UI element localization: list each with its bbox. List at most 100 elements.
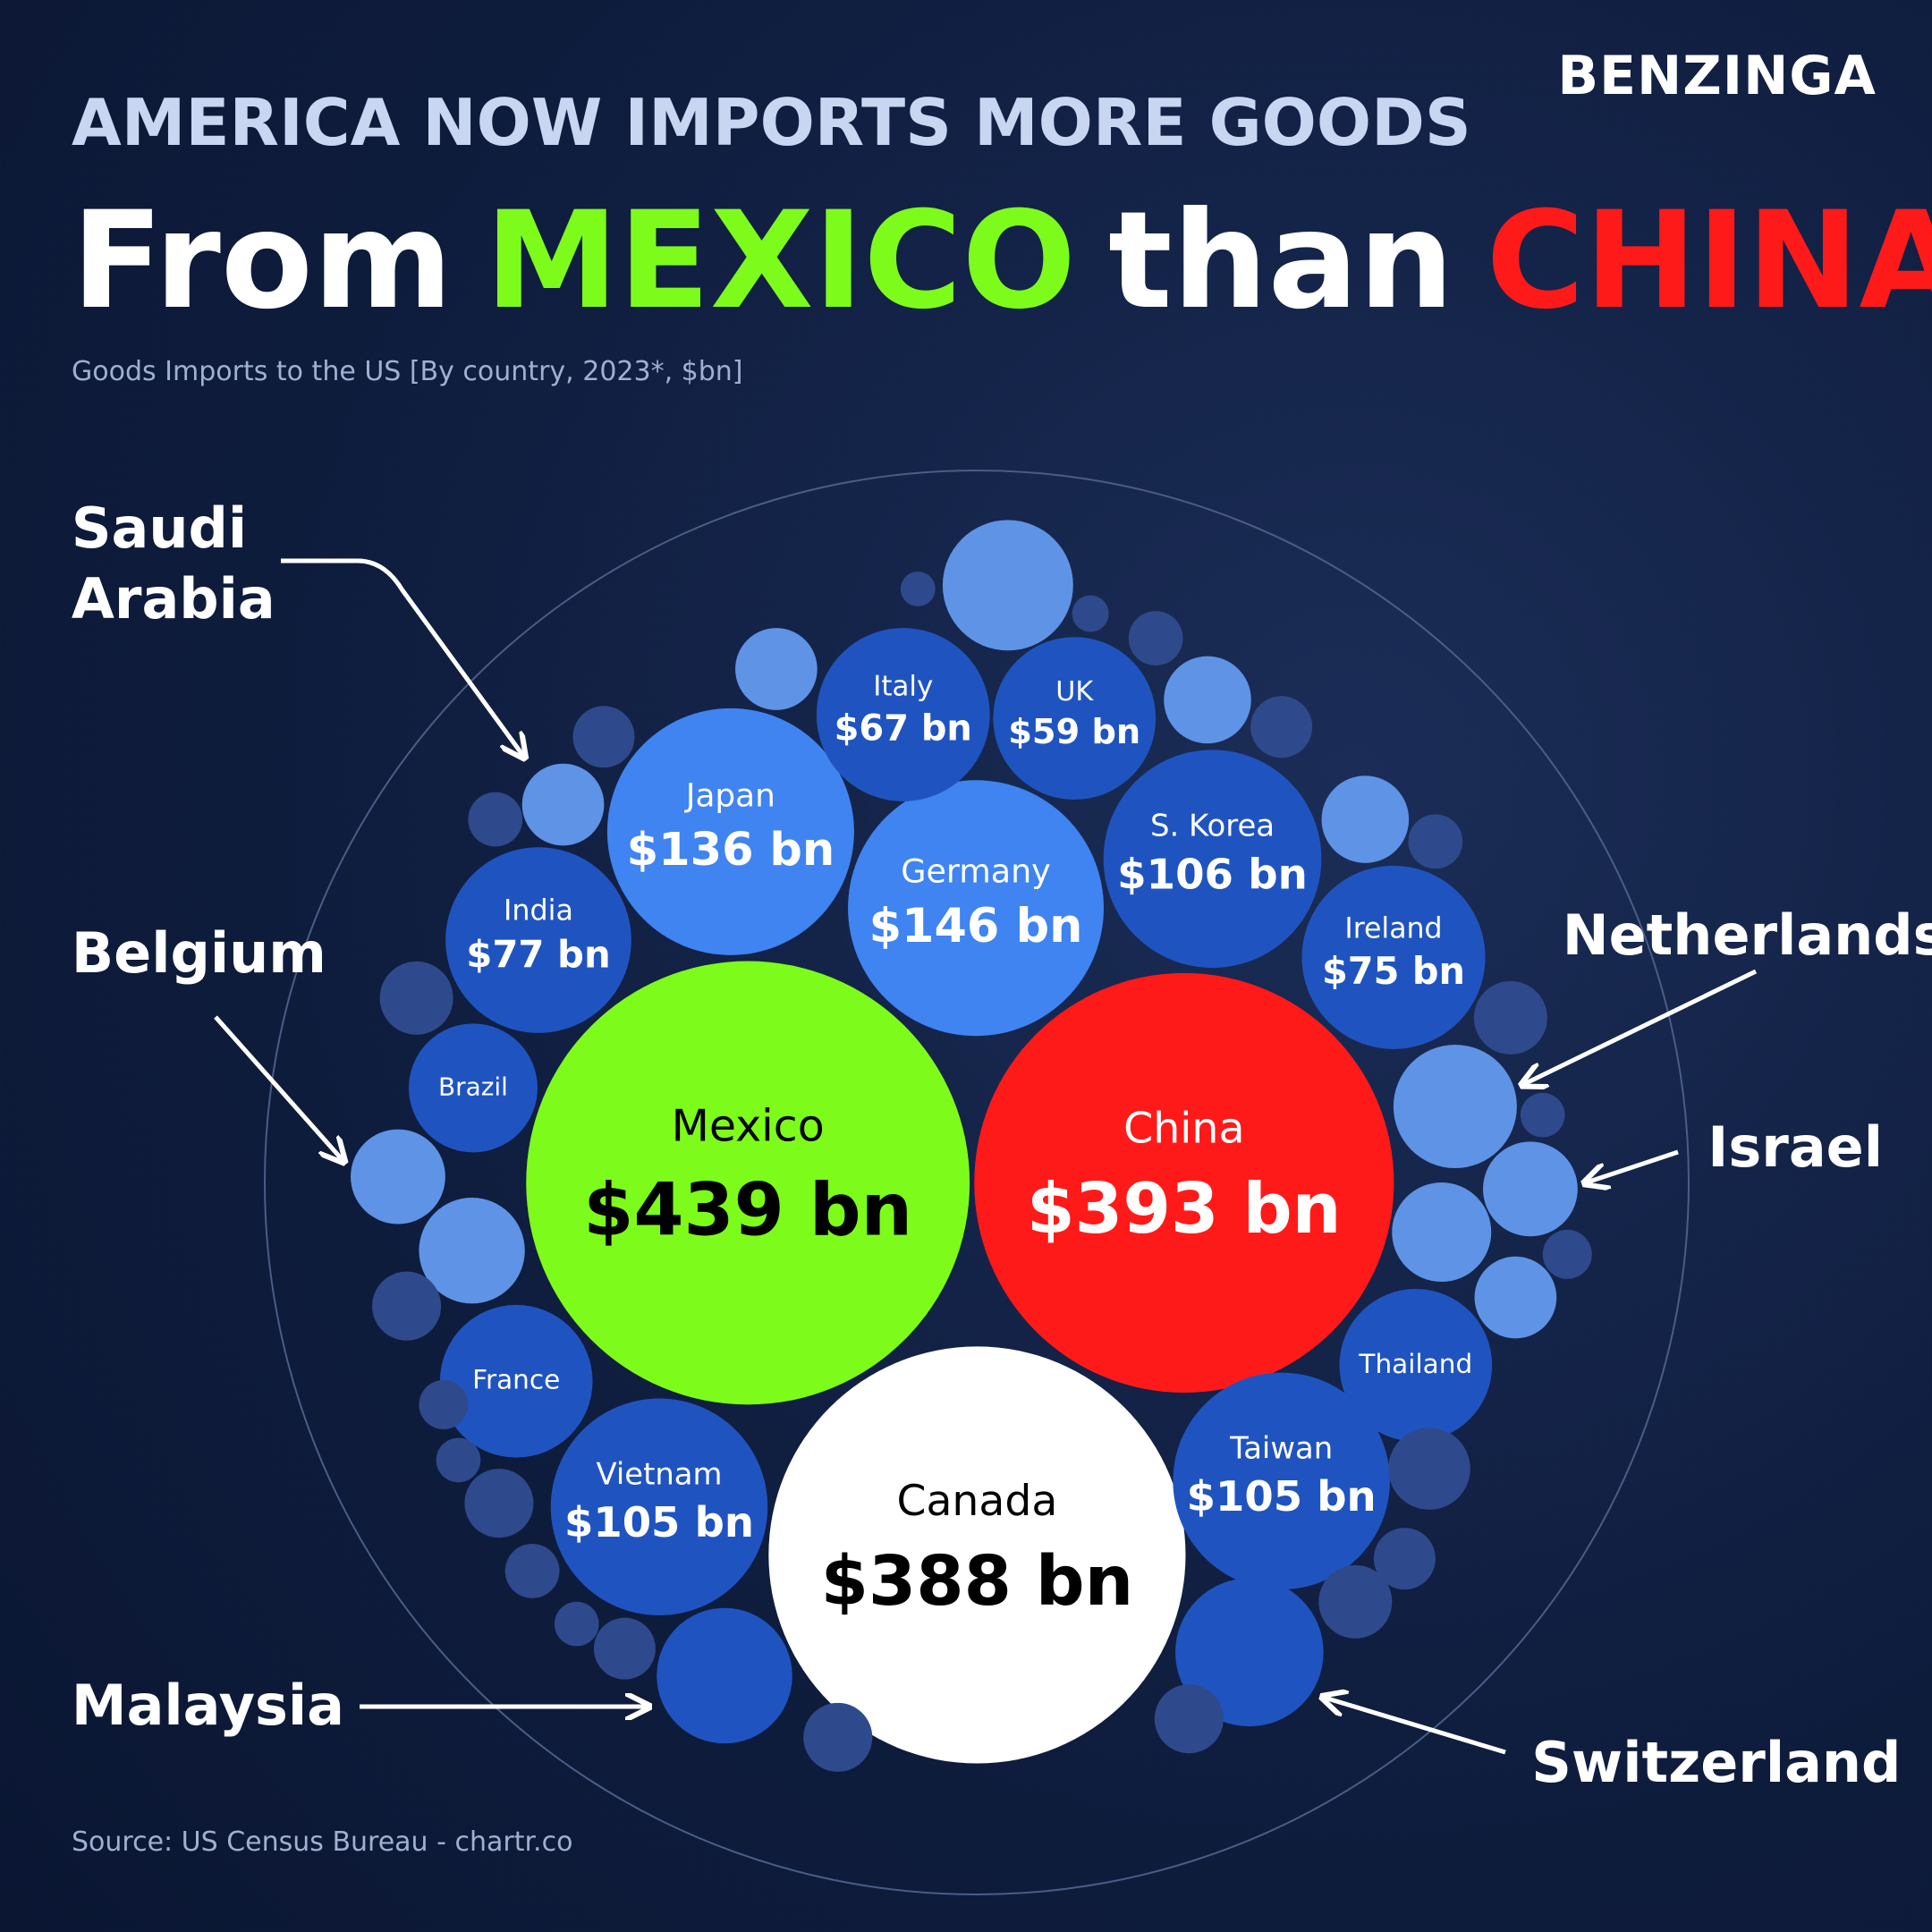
value-label: $59 bn xyxy=(1008,712,1140,752)
bubble xyxy=(1154,1684,1224,1754)
bubble-name: Taiwan xyxy=(1229,1430,1333,1465)
bubble xyxy=(1392,1182,1492,1283)
bubble xyxy=(464,1469,534,1538)
bubble xyxy=(1542,1229,1592,1279)
bubble xyxy=(803,1702,873,1772)
headline-part: From xyxy=(72,183,453,339)
bubble xyxy=(550,1398,768,1615)
bubble xyxy=(1250,696,1313,758)
value-label: $77 bn xyxy=(466,932,610,976)
callout-label: Switzerland xyxy=(1531,1730,1902,1796)
bubble xyxy=(1318,1564,1393,1639)
value-label: $75 bn xyxy=(1322,950,1465,993)
bubble xyxy=(768,1346,1186,1764)
value-label: $105 bn xyxy=(564,1498,754,1546)
arrow xyxy=(1587,1149,1679,1182)
value-label: $106 bn xyxy=(1117,852,1308,900)
bubble xyxy=(848,780,1105,1037)
bubble xyxy=(1473,980,1547,1055)
bubble-name: UK xyxy=(1055,676,1094,708)
value-label: $388 bn xyxy=(821,1542,1134,1622)
bubble xyxy=(526,961,970,1405)
bubble-name: Canada xyxy=(896,1477,1057,1526)
headline-part: than xyxy=(1108,183,1454,339)
bubble xyxy=(606,708,854,955)
bubble-name: Italy xyxy=(873,671,933,703)
bubble xyxy=(942,520,1073,651)
headline-part: MEXICO xyxy=(485,183,1076,339)
bubble xyxy=(468,792,523,847)
bubble-name: Mexico xyxy=(672,1099,825,1151)
bubble xyxy=(572,706,635,768)
bubble xyxy=(1520,1092,1565,1138)
bubble xyxy=(993,637,1157,801)
bubble xyxy=(439,1304,593,1458)
bubble xyxy=(1321,775,1410,863)
arrow xyxy=(281,558,523,756)
bubble-name: China xyxy=(1123,1105,1244,1154)
bubble-name: S. Korea xyxy=(1150,809,1275,843)
bubble-name: India xyxy=(504,895,573,928)
callout-label: Malaysia xyxy=(71,1672,345,1738)
value-label: $146 bn xyxy=(869,899,1083,953)
bubble xyxy=(1408,814,1463,869)
bubble xyxy=(1103,750,1322,968)
headline-part: CHINA xyxy=(1486,183,1932,339)
bubble xyxy=(445,847,631,1033)
bubble xyxy=(735,628,818,710)
bubble xyxy=(419,1198,525,1304)
bubble-name: Germany xyxy=(901,852,1050,890)
bubble xyxy=(436,1437,481,1483)
bubble xyxy=(1474,1256,1557,1339)
callout-label: Saudi Arabia xyxy=(71,496,275,632)
arrow xyxy=(1325,1698,1506,1755)
subtitle: Goods Imports to the US [By country, 202… xyxy=(72,356,743,387)
bubble-name: Thailand xyxy=(1358,1349,1472,1379)
bubble xyxy=(1393,1045,1517,1169)
bubble-name: Brazil xyxy=(438,1072,508,1101)
bubble-name: Ireland xyxy=(1344,912,1442,945)
bubble xyxy=(816,628,990,801)
headline: From MEXICO than CHINA xyxy=(72,183,1932,339)
value-label: $67 bn xyxy=(835,708,972,749)
bubble xyxy=(1388,1428,1470,1510)
brand: BENZINGA xyxy=(1557,45,1877,107)
bubble xyxy=(554,1601,599,1647)
callout-label: Belgium xyxy=(71,920,326,987)
bubble xyxy=(1373,1528,1436,1590)
value-label: $439 bn xyxy=(583,1169,912,1253)
callout-label: Israel xyxy=(1707,1114,1883,1180)
bubble xyxy=(974,972,1394,1394)
bubble xyxy=(657,1607,792,1744)
value-label: $136 bn xyxy=(627,824,835,877)
bubbles: Mexico $439 bn China $393 bn Canada $388 bn Ge… xyxy=(351,520,1592,1772)
bubble-name: Vietnam xyxy=(596,1456,722,1491)
callout-label: Netherlands xyxy=(1562,902,1932,968)
value-label: $393 bn xyxy=(1027,1169,1342,1250)
bubble-name: Japan xyxy=(684,778,775,815)
bubble xyxy=(372,1271,442,1341)
bubble xyxy=(504,1543,560,1598)
kicker: AMERICA NOW IMPORTS MORE GOODS xyxy=(72,85,1471,160)
arrows xyxy=(214,558,1758,1755)
value-label: $105 bn xyxy=(1187,1472,1377,1521)
bubble-name: France xyxy=(472,1365,560,1395)
outer-ring xyxy=(264,470,1690,1895)
bubble xyxy=(1482,1141,1578,1237)
bubble xyxy=(521,763,605,846)
bubble xyxy=(351,1129,445,1224)
bubble xyxy=(419,1379,469,1429)
arrow xyxy=(214,1015,343,1160)
bubble xyxy=(1339,1288,1493,1442)
source: Source: US Census Bureau - chartr.co xyxy=(72,1826,573,1858)
bubble xyxy=(1301,865,1486,1049)
bubble xyxy=(1175,1578,1324,1727)
bubble xyxy=(593,1617,656,1680)
arrow xyxy=(1524,969,1758,1084)
bubble xyxy=(1173,1372,1390,1590)
bubble xyxy=(409,1023,538,1153)
bubble xyxy=(379,961,453,1035)
bubble xyxy=(1164,656,1251,744)
bubble xyxy=(900,572,936,606)
